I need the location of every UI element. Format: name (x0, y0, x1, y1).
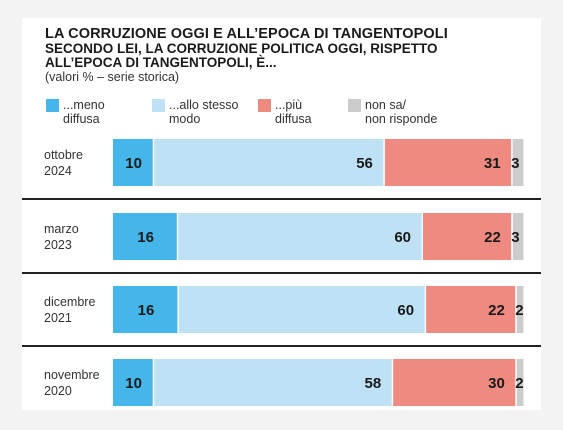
legend-swatch (46, 99, 59, 112)
row-label: dicembre 2021 (44, 295, 96, 325)
legend-label: non sa/non risponde (365, 98, 438, 126)
data-label: 2 (515, 302, 523, 319)
legend-swatch (348, 99, 361, 112)
bar-segment (113, 286, 178, 333)
legend-swatch (152, 99, 165, 112)
bar-segment (426, 286, 516, 333)
data-label: 10 (125, 155, 142, 172)
bar-segment (154, 139, 384, 186)
bar-segment (113, 359, 153, 406)
bar-segment (393, 359, 516, 406)
legend-swatch (258, 99, 271, 112)
data-label: 30 (488, 375, 505, 392)
data-label: 3 (511, 229, 519, 246)
bar-segment (516, 286, 524, 333)
bar-segment (512, 139, 524, 186)
row-label: novembre 2020 (44, 368, 100, 398)
data-label: 56 (356, 155, 373, 172)
data-label: 10 (125, 375, 142, 392)
bar-segment (113, 213, 177, 260)
legend-label: ...più diffusa (275, 98, 312, 126)
data-label: 60 (397, 302, 414, 319)
bar-segment (384, 139, 512, 186)
row-separator (22, 198, 541, 200)
legend-item: ...allo stesso modo (152, 98, 247, 126)
data-label: 58 (365, 375, 382, 392)
bar-segment (154, 359, 392, 406)
legend-label: ...allo stesso modo (169, 98, 239, 126)
legend-label: ...meno diffusa (63, 98, 105, 126)
row-separator (22, 272, 541, 274)
data-label: 22 (488, 302, 505, 319)
data-label: 3 (511, 155, 519, 172)
data-label: 60 (394, 229, 411, 246)
data-label: 2 (515, 375, 523, 392)
bar-segment (113, 139, 153, 186)
chart-subtitle: SECONDO LEI, LA CORRUZIONE POLITICA OGGI… (45, 41, 438, 70)
chart-title: LA CORRUZIONE OGGI E ALL’EPOCA DI TANGEN… (45, 26, 448, 42)
bar-segment (178, 213, 422, 260)
bar-segment (516, 359, 524, 406)
row-separator (22, 345, 541, 347)
legend-item: ...meno diffusa (46, 98, 141, 126)
chart-note: (valori % – serie storica) (45, 70, 180, 84)
data-label: 16 (138, 302, 155, 319)
data-label: 16 (137, 229, 154, 246)
row-label: ottobre 2024 (44, 148, 83, 178)
bar-segment (512, 213, 524, 260)
bar-segment (178, 286, 425, 333)
data-label: 22 (484, 229, 501, 246)
legend-item: ...più diffusa (258, 98, 353, 126)
bar-segment (423, 213, 512, 260)
row-label: marzo 2023 (44, 222, 79, 252)
data-label: 31 (484, 155, 501, 172)
legend-item: non sa/non risponde (348, 98, 443, 126)
